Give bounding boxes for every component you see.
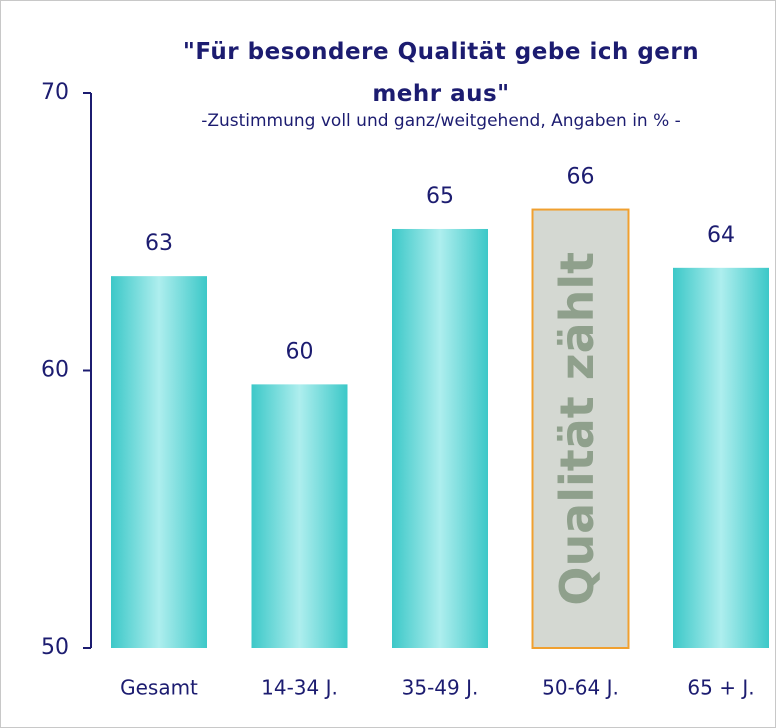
bar (111, 276, 207, 648)
chart: 50 60 70 Gesamt 63 14-34 J. 60 35-49 J. 65 50-64 … (0, 0, 776, 728)
x-tick-label: 65 + J. (687, 676, 754, 700)
data-label: 66 (567, 165, 595, 190)
chart-subtitle: -Zustimmung voll und ganz/weitgehend, An… (121, 111, 761, 131)
chart-title: "Für besondere Qualität gebe ich gern me… (181, 31, 701, 115)
y-tick-label: 50 (41, 635, 69, 660)
y-tick-label: 60 (41, 358, 69, 383)
x-tick-label: Gesamt (120, 676, 198, 700)
data-label: 60 (286, 339, 314, 364)
bar (673, 268, 769, 648)
x-tick-label: 14-34 J. (261, 676, 338, 700)
bar (392, 229, 488, 648)
data-label: 64 (707, 223, 735, 248)
x-tick-label: 35-49 J. (402, 676, 479, 700)
x-tick-label: 50-64 J. (542, 676, 619, 700)
data-label: 65 (426, 184, 454, 209)
y-tick-label: 70 (41, 80, 69, 105)
bar-image-text: Qualität zählt (550, 252, 604, 606)
bar (252, 384, 348, 648)
data-label: 63 (145, 231, 173, 256)
